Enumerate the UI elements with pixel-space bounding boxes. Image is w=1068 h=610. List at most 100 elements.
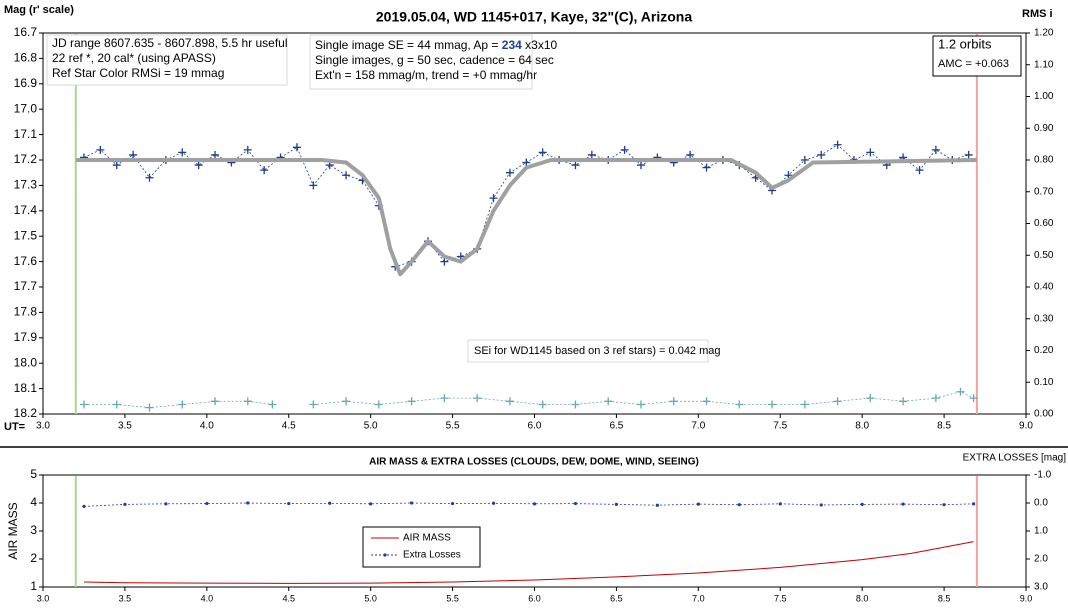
data-point [819,503,823,507]
data-point [860,502,864,506]
data-point [614,502,619,506]
data-point [505,397,514,406]
x-tick-label: 8.0 [855,421,869,432]
y2-tick-label: 0.70 [1034,186,1054,197]
data-point [866,148,875,157]
x-tick-label: 6.5 [610,593,623,603]
x-tick-label: 8.5 [937,421,951,432]
series-line [75,158,977,277]
x-tick-label: 9.0 [1019,421,1033,432]
annotation-text: Single image SE = 44 mmag, Ap = 234 x3x1… [315,38,557,52]
data-point [899,397,908,406]
data-point [768,400,777,409]
annotation-text: Ref Star Color RMSi = 19 mmag [52,66,224,80]
x-tick-label: 6.0 [528,593,541,603]
y-tick-label: 16.7 [14,25,38,39]
data-point [538,148,547,157]
data-point [342,171,351,180]
data-point [243,397,252,406]
x-tick-label: 8.5 [938,593,951,603]
data-point [178,148,187,157]
y-tick-label: 16.9 [14,76,38,90]
data-point [696,502,700,506]
data-point [800,400,809,409]
data-point [440,257,449,266]
data-point [407,397,416,406]
y2-axis-label: RMS i [1022,8,1053,20]
data-point [620,145,629,154]
y-tick-label: 18.0 [14,355,38,369]
x-axis-label: UT= [4,421,25,433]
y-tick-label: 4 [30,495,37,509]
y-tick-label: 17.2 [14,152,38,166]
y-tick-label: 18.1 [14,381,38,395]
data-point [669,397,678,406]
annotation-text: AMC = +0.063 [938,58,1009,70]
annotation-span: Single image SE = 44 mmag, Ap = [315,38,502,52]
y-tick-label: 16.8 [14,51,38,65]
y-tick-label: 17.9 [14,330,38,344]
data-point [778,502,782,506]
data-point [833,397,842,406]
annotation-box [467,339,709,363]
annotation-box [932,35,1022,77]
x-tick-label: 9.0 [1020,593,1033,603]
x-tick-label: 5.5 [446,593,459,603]
y2-tick-label: 2.0 [1034,554,1048,565]
data-point [587,150,596,159]
y-tick-label: 5 [30,467,37,481]
annotation-text: Ext'n = 158 mmag/m, trend = +0 mmag/hr [315,68,537,82]
y-tick-label: 17.3 [14,178,38,192]
data-point [342,397,351,406]
data-point [79,400,88,409]
data-point [866,394,875,403]
data-point [915,166,924,175]
data-point [178,400,187,409]
y-tick-label: 17.1 [14,127,38,141]
y2-tick-label: 0.60 [1034,218,1054,229]
y-tick-label: 17.7 [14,279,38,293]
x-tick-label: 5.0 [364,421,378,432]
data-point [522,158,531,167]
data-point [287,501,291,506]
legend-label: AIR MASS [403,533,451,544]
y-tick-label: 17.0 [14,101,38,115]
annotation-span: x3x10 [522,38,558,52]
data-point [473,394,482,403]
y-tick-label: 3 [30,523,37,537]
data-point [573,501,578,506]
legend-swatch [383,553,387,557]
y2-tick-label: 1.20 [1034,28,1054,39]
chart-title: 2019.05.04, WD 1145+017, Kaye, 32"(C), A… [376,9,692,25]
annotation-text: Single images, g = 50 sec, cadence = 64 … [315,53,554,67]
x-tick-label: 3.0 [37,593,50,603]
data-point [686,150,695,159]
data-point [571,161,580,170]
series-line [83,541,974,584]
legend-box [362,526,481,568]
y2-tick-label: 0.20 [1034,345,1054,356]
data-point [112,400,121,409]
data-point [969,394,978,403]
data-point [112,161,121,170]
data-point [505,168,514,177]
y2-tick-label: 0.30 [1034,313,1054,324]
x-tick-label: 4.5 [282,593,295,603]
data-point [374,400,383,409]
x-tick-label: 4.0 [200,421,214,432]
x-tick-label: 7.0 [691,421,705,432]
data-point [636,161,645,170]
x-tick-label: 7.0 [692,593,705,603]
data-point [737,503,741,507]
data-point [82,504,86,508]
y2-tick-label: 0.80 [1034,155,1054,166]
data-point [532,502,537,506]
data-point [309,400,318,409]
data-point [211,150,220,159]
data-point [194,161,203,170]
data-point [964,150,973,159]
x-tick-label: 7.5 [773,421,787,432]
data-point [636,400,645,409]
x-tick-label: 4.5 [282,421,296,432]
